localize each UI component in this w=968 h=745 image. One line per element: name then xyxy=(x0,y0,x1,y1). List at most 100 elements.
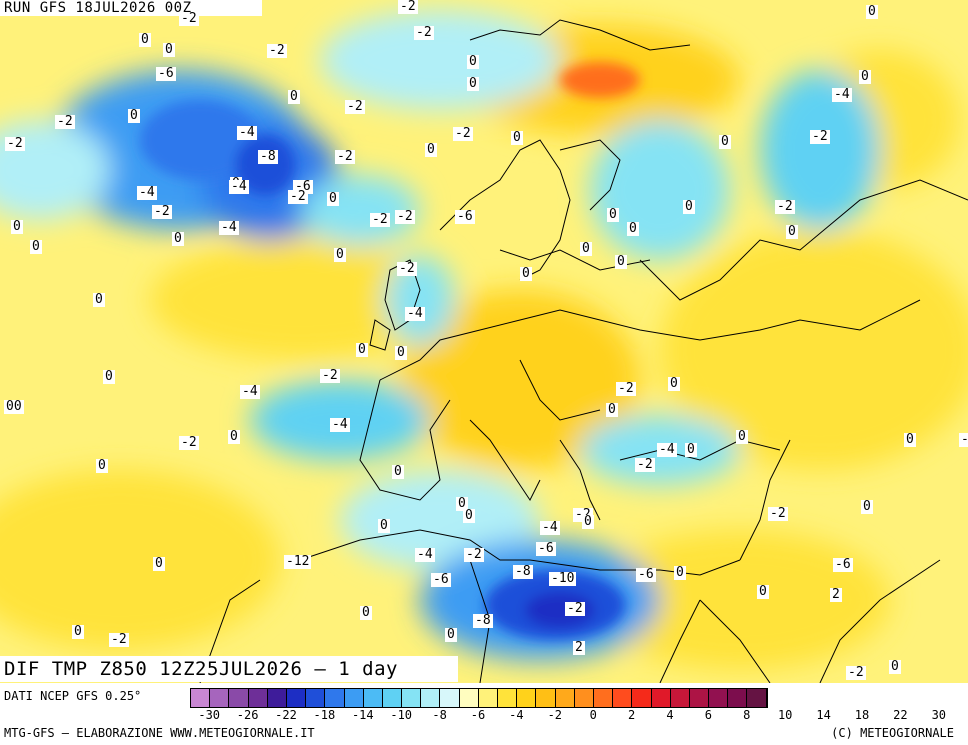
anomaly-label: -6 xyxy=(455,209,475,224)
anomaly-label: -2 xyxy=(179,435,199,450)
anomaly-label: 0 xyxy=(511,130,523,145)
anomaly-label: -2 xyxy=(565,601,585,616)
anomaly-label: -4 xyxy=(540,520,560,535)
anomaly-label: 2 xyxy=(573,640,585,655)
color-scale-tick: -8 xyxy=(432,708,447,722)
color-swatch xyxy=(382,689,403,707)
color-scale-tick: 2 xyxy=(627,708,636,722)
color-swatch xyxy=(536,689,556,707)
anomaly-label: 0 xyxy=(736,429,748,444)
anomaly-label: 0 xyxy=(96,458,108,473)
anomaly-label: 0 xyxy=(467,76,479,91)
anomaly-label: -8 xyxy=(473,613,493,628)
anomaly-label: 0 xyxy=(757,584,769,599)
color-swatch xyxy=(747,689,767,707)
color-scale-tick: -6 xyxy=(470,708,486,722)
anomaly-label: 0 xyxy=(607,207,619,222)
anomaly-label: -8 xyxy=(258,149,278,164)
color-scale-tick: 30 xyxy=(931,708,947,722)
color-swatch xyxy=(459,689,479,707)
color-swatch xyxy=(229,689,249,707)
color-swatch xyxy=(689,689,710,707)
anomaly-label: 0 xyxy=(615,254,627,269)
source-note: DATI NCEP GFS 0.25° xyxy=(4,689,142,703)
color-swatch xyxy=(210,689,230,707)
color-scale-tick: 6 xyxy=(704,708,713,722)
color-swatch xyxy=(421,689,441,707)
color-swatch xyxy=(286,689,307,707)
anomaly-label: 0 xyxy=(456,496,468,511)
anomaly-label: 0 xyxy=(128,108,140,123)
anomaly-label: -4 xyxy=(330,417,350,432)
anomaly-label: 0 xyxy=(288,89,300,104)
anomaly-label: 0 xyxy=(866,4,878,19)
anomaly-label: -4 xyxy=(415,547,435,562)
anomaly-label: 0 xyxy=(153,556,165,571)
color-swatch xyxy=(325,689,345,707)
anomaly-label: 0 xyxy=(445,627,457,642)
color-swatch xyxy=(478,689,498,707)
color-swatch xyxy=(670,689,690,707)
color-scale-tick: 22 xyxy=(893,708,908,722)
color-swatch xyxy=(593,689,614,707)
anomaly-label: 0 xyxy=(627,221,639,236)
anomaly-label: -4 xyxy=(137,185,157,200)
color-scale-tick: 0 xyxy=(589,708,597,722)
anomaly-label: -2 xyxy=(810,129,830,144)
anomaly-label: -6 xyxy=(833,557,853,572)
color-swatch xyxy=(555,689,575,707)
anomaly-label: 00 xyxy=(4,399,24,414)
anomaly-label: -6 xyxy=(431,572,451,587)
anomaly-label: 0 xyxy=(103,369,115,384)
color-scale-bar xyxy=(190,688,768,708)
credit-left: MTG-GFS – ELABORAZIONE WWW.METEOGIORNALE… xyxy=(4,726,315,740)
color-swatch xyxy=(440,689,460,707)
anomaly-label: -10 xyxy=(549,571,577,586)
color-scale-tick: 4 xyxy=(666,708,674,722)
map-title: DIF TMP Z850 12Z25JUL2026 – 1 day xyxy=(0,656,458,682)
color-swatch xyxy=(517,689,537,707)
color-swatch xyxy=(632,689,652,707)
color-scale-tick: -26 xyxy=(236,708,259,722)
anomaly-label: -2 xyxy=(345,99,365,114)
anomaly-label: 0 xyxy=(378,518,390,533)
color-scale-tick: -14 xyxy=(351,708,374,722)
anomaly-label: -2 xyxy=(959,433,968,447)
anomaly-label: 0 xyxy=(861,499,873,514)
color-scale-ticks: -30 -26 -22 -18 -14 -10 -8 -6 -4 -2 0 2 4 6 8 10 14 18 22 3… xyxy=(190,708,966,724)
anomaly-label: 0 xyxy=(228,429,240,444)
anomaly-label: 0 xyxy=(467,54,479,69)
anomaly-label: 0 xyxy=(327,191,339,206)
anomaly-label: -4 xyxy=(405,306,425,321)
anomaly-label: -2 xyxy=(453,126,473,141)
anomaly-label: -2 xyxy=(397,261,417,276)
color-swatch xyxy=(402,689,422,707)
color-swatch xyxy=(191,689,211,707)
anomaly-label: -2 xyxy=(464,547,484,562)
anomaly-label: -2 xyxy=(395,209,415,224)
anomaly-label: 0 xyxy=(172,231,184,246)
color-swatch xyxy=(728,689,748,707)
anomaly-label: 0 xyxy=(139,32,151,47)
temperature-anomaly-map xyxy=(0,0,968,683)
color-scale-tick: -2 xyxy=(547,708,563,722)
anomaly-label: -2 xyxy=(775,199,795,214)
color-scale-tick: 14 xyxy=(816,708,831,722)
anomaly-label: 0 xyxy=(668,376,680,391)
anomaly-label: 0 xyxy=(786,224,798,239)
color-scale-tick: 18 xyxy=(854,708,870,722)
credit-right: (C) METEOGIORNALE xyxy=(831,726,954,740)
anomaly-label: -6 xyxy=(156,66,176,81)
color-swatch xyxy=(344,689,364,707)
color-swatch xyxy=(248,689,268,707)
anomaly-label: -2 xyxy=(414,25,434,40)
anomaly-label: 0 xyxy=(395,345,407,360)
anomaly-label: 0 xyxy=(392,464,404,479)
anomaly-label: -2 xyxy=(152,204,172,219)
anomaly-label: 0 xyxy=(889,659,901,674)
anomaly-label: 0 xyxy=(859,69,871,84)
color-scale-tick: 8 xyxy=(743,708,751,722)
anomaly-label: -4 xyxy=(832,87,852,102)
anomaly-label: -4 xyxy=(240,384,260,399)
color-swatch xyxy=(498,689,518,707)
